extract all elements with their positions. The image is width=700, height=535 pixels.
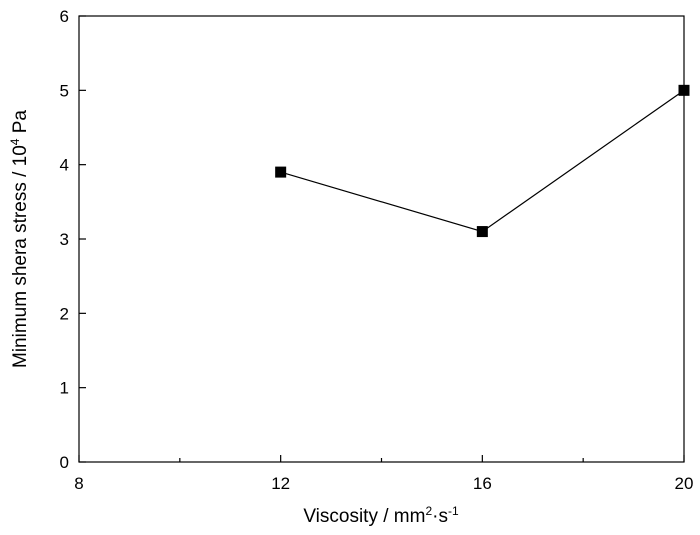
- x-tick-label: 8: [74, 474, 83, 493]
- series-line: [280, 89, 685, 233]
- x-axis-title-mid: ·s: [432, 506, 448, 527]
- plot-frame: [78, 15, 685, 463]
- x-axis-title-main: Viscosity / mm: [303, 506, 425, 527]
- x-tick-label: 16: [473, 474, 492, 493]
- y-axis-title-sup: 4: [8, 138, 22, 145]
- series-layer: [275, 84, 690, 238]
- x-axis-title: Viscosity / mm2·s-1: [303, 504, 459, 527]
- y-tick-label: 3: [60, 230, 69, 249]
- y-axis-title: Minimum shera stress / 104 Pa: [8, 110, 31, 368]
- x-axis-ticks: 8 12 16 20: [74, 455, 693, 493]
- data-point-marker: [275, 166, 287, 178]
- data-point-marker: [678, 84, 690, 96]
- x-axis-title-sup2: -1: [448, 504, 459, 518]
- x-tick-label: 20: [675, 474, 694, 493]
- x-axis-title-sup: 2: [425, 504, 432, 518]
- y-tick-label: 6: [60, 7, 69, 26]
- y-tick-label: 5: [60, 81, 69, 100]
- y-tick-label: 2: [60, 304, 69, 323]
- y-tick-label: 4: [60, 156, 69, 175]
- y-axis-title-unit: Pa: [10, 110, 31, 139]
- data-point-marker: [476, 226, 488, 238]
- y-tick-label: 0: [60, 453, 69, 472]
- y-axis-title-main: Minimum shera stress / 10: [10, 145, 31, 368]
- y-tick-label: 1: [60, 379, 69, 398]
- x-tick-label: 12: [271, 474, 290, 493]
- y-axis-ticks: 0 1 2 3 4 5 6: [60, 7, 86, 472]
